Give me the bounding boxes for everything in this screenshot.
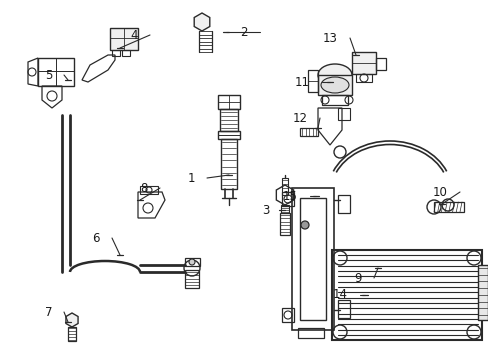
Bar [218,131,240,139]
Text: 9: 9 [354,271,361,284]
Text: 3: 3 [262,203,269,216]
Text: 12: 12 [292,112,307,125]
Text: 5: 5 [44,68,52,81]
Polygon shape [66,313,78,327]
Bar [337,195,349,213]
Bar [351,52,375,74]
Bar [221,139,237,189]
Bar [282,178,287,195]
Bar [122,50,130,56]
Bar [112,50,120,56]
Bar [282,308,293,322]
Text: 2: 2 [240,26,247,39]
Bar [375,58,385,70]
Bar [140,186,158,194]
Bar [337,108,349,120]
Ellipse shape [317,64,351,86]
Bar [337,300,349,318]
Bar [68,327,76,341]
Bar [433,202,463,212]
Bar [291,188,333,330]
Bar [307,70,317,92]
Text: 11: 11 [294,76,309,89]
Text: 7: 7 [44,306,52,319]
Circle shape [189,259,195,265]
Text: 6: 6 [92,231,100,244]
Text: 1: 1 [187,171,195,185]
Text: 14: 14 [332,288,347,302]
Bar [110,28,138,50]
Bar [184,270,199,288]
Bar [280,213,289,235]
Text: 15: 15 [283,189,297,202]
Bar [38,58,74,86]
Bar [184,258,200,266]
Polygon shape [194,13,209,31]
Text: 13: 13 [323,32,337,45]
Bar [220,109,238,131]
Bar [282,192,293,206]
Text: 8: 8 [141,181,148,194]
Bar [331,250,481,340]
Circle shape [301,221,308,229]
Bar [218,95,240,109]
Text: 4: 4 [130,28,138,41]
Ellipse shape [320,77,348,93]
Bar [317,75,351,95]
Bar [477,265,487,320]
Bar [299,198,325,320]
Bar [299,128,317,136]
Bar [281,205,288,213]
Bar [321,95,347,105]
Text: 10: 10 [432,185,447,198]
Bar [355,74,371,82]
Bar [297,328,324,338]
